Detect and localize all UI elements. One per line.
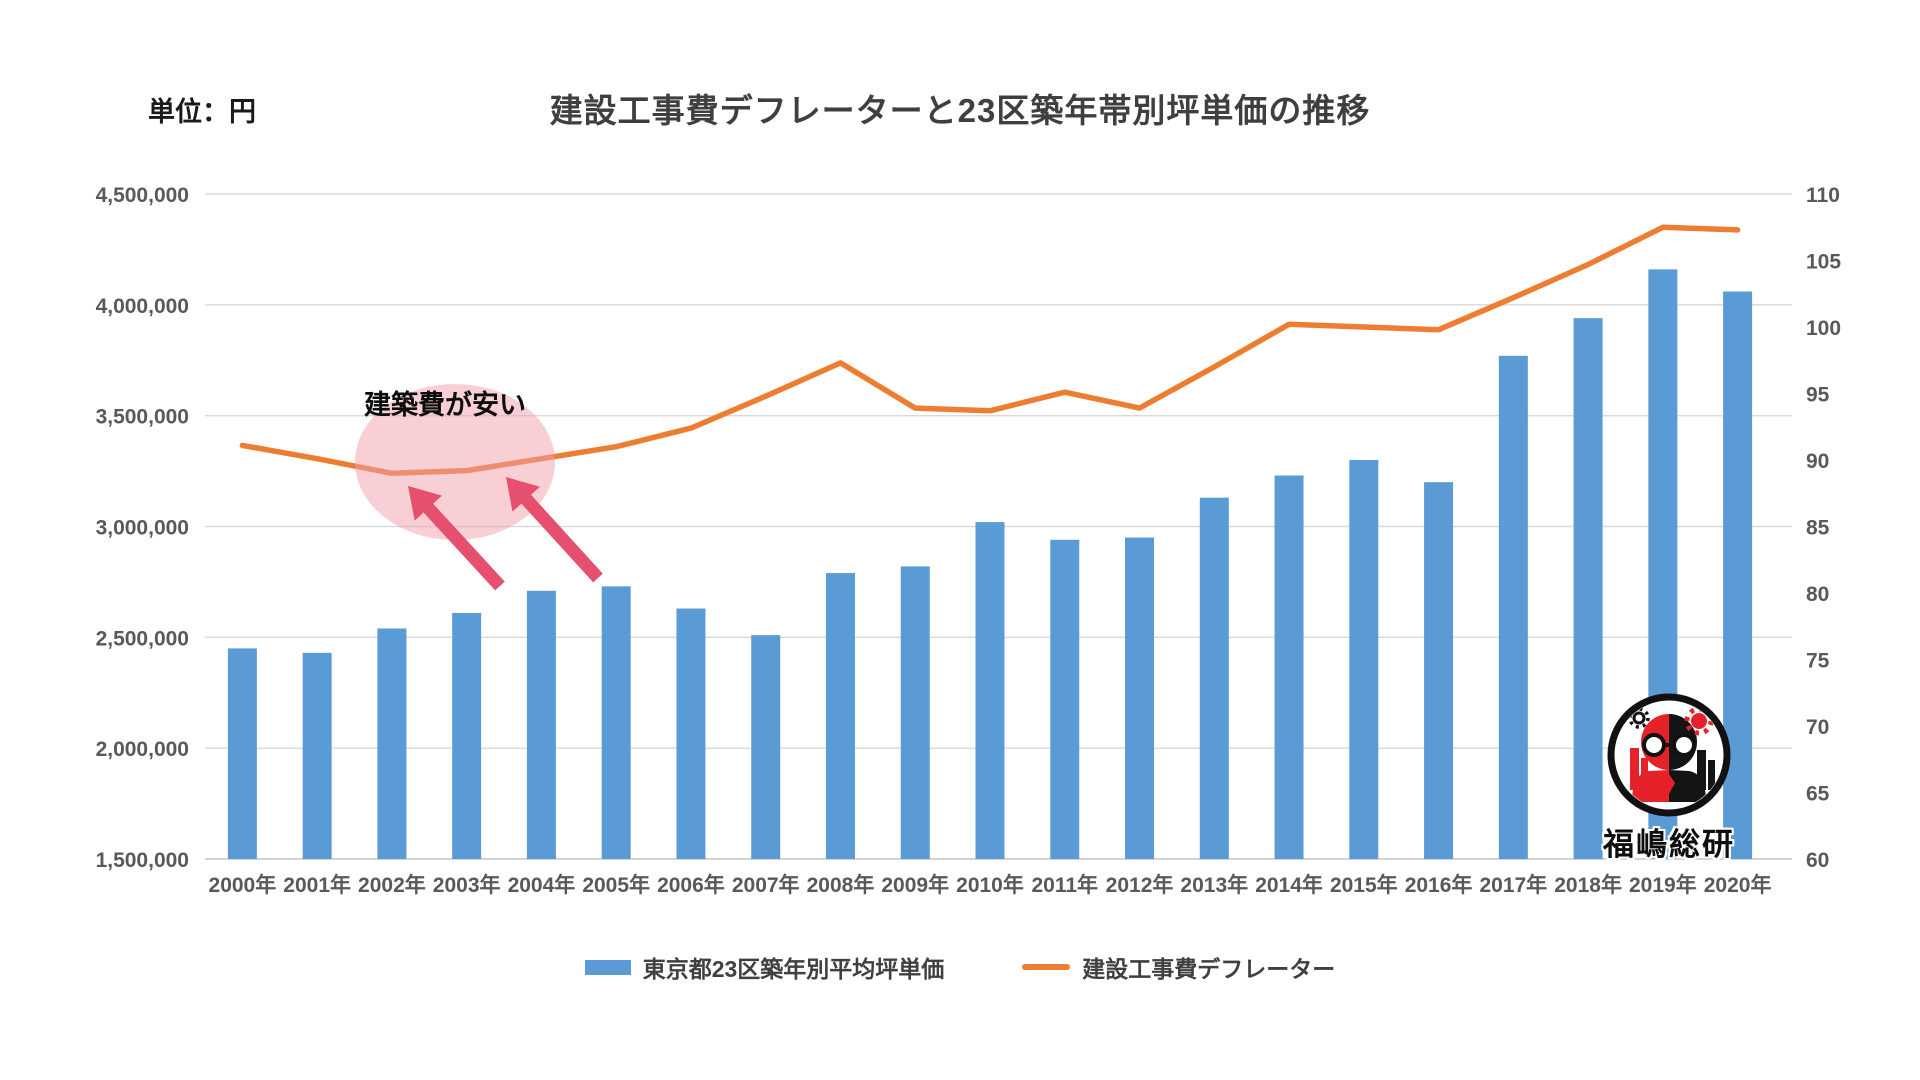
line-series-swatch bbox=[1022, 964, 1071, 970]
left-axis-tick: 4,500,000 bbox=[96, 184, 189, 207]
line-series-label: 建設工事費デフレーター bbox=[1082, 956, 1336, 982]
x-axis-tick: 2010年 bbox=[956, 873, 1024, 897]
annotation-arrow bbox=[408, 486, 505, 591]
right-axis-tick: 85 bbox=[1806, 517, 1830, 540]
bar-2017年 bbox=[1498, 355, 1528, 859]
right-axis-tick: 60 bbox=[1806, 849, 1829, 872]
x-axis-tick: 2015年 bbox=[1330, 873, 1398, 897]
bar-2006年 bbox=[676, 608, 706, 859]
bar-2004年 bbox=[526, 590, 556, 859]
bar-2014年 bbox=[1274, 475, 1304, 859]
left-axis-tick: 4,000,000 bbox=[96, 295, 189, 318]
x-axis-tick: 2017年 bbox=[1479, 873, 1547, 897]
annotation-label: 建築費が安い bbox=[364, 390, 526, 420]
annotation-arrow bbox=[506, 477, 603, 583]
bar-2007年 bbox=[751, 635, 781, 859]
bar-2002年 bbox=[377, 628, 407, 859]
x-axis-tick: 2013年 bbox=[1180, 873, 1248, 897]
x-axis-tick: 2005年 bbox=[582, 873, 650, 897]
x-axis-tick: 2002年 bbox=[358, 873, 426, 897]
right-axis-tick: 95 bbox=[1806, 384, 1830, 407]
x-axis-tick: 2007年 bbox=[732, 873, 800, 897]
bar-2005年 bbox=[601, 586, 631, 859]
page-title: 建設工事費デフレーターと23区築年帯別坪単価の推移 bbox=[549, 92, 1371, 129]
highlight-ellipse bbox=[355, 384, 555, 540]
bar-2012年 bbox=[1125, 537, 1155, 859]
x-axis-tick: 2012年 bbox=[1106, 873, 1174, 897]
right-axis-tick: 105 bbox=[1806, 251, 1841, 274]
x-axis-tick: 2004年 bbox=[508, 873, 576, 897]
left-axis-tick: 1,500,000 bbox=[96, 849, 189, 872]
x-axis-tick: 2011年 bbox=[1031, 873, 1098, 897]
right-axis-tick: 65 bbox=[1806, 783, 1830, 806]
bar-2011年 bbox=[1050, 539, 1080, 859]
legend-item-bar-series: 東京都23区築年別平均坪単価 bbox=[584, 950, 945, 984]
company-logo-icon bbox=[1607, 693, 1731, 817]
chart-legend: 東京都23区築年別平均坪単価 建設工事費デフレーター bbox=[0, 950, 1920, 984]
left-axis-tick: 2,000,000 bbox=[96, 738, 189, 761]
x-axis-tick: 2001年 bbox=[283, 873, 351, 897]
company-logo: 福嶋総研 bbox=[1601, 690, 1737, 864]
x-axis-tick: 2006年 bbox=[657, 873, 725, 897]
bar-2013年 bbox=[1199, 497, 1229, 859]
x-axis-tick: 2008年 bbox=[807, 873, 875, 897]
x-axis-tick: 2000年 bbox=[209, 873, 277, 897]
x-axis-tick: 2020年 bbox=[1704, 873, 1772, 897]
right-axis-tick: 110 bbox=[1806, 184, 1840, 207]
bar-2015年 bbox=[1349, 460, 1379, 859]
x-axis-tick: 2009年 bbox=[881, 873, 949, 897]
bar-series-label: 東京都23区築年別平均坪単価 bbox=[642, 956, 945, 982]
bar-2018年 bbox=[1573, 318, 1603, 860]
right-axis-tick: 75 bbox=[1806, 650, 1830, 673]
x-axis-tick: 2019年 bbox=[1629, 873, 1697, 897]
left-axis-tick: 3,000,000 bbox=[96, 517, 189, 540]
bar-2010年 bbox=[975, 522, 1005, 859]
right-axis-tick: 90 bbox=[1806, 450, 1829, 473]
company-logo-text: 福嶋総研 bbox=[1603, 827, 1735, 862]
left-axis-tick: 3,500,000 bbox=[96, 406, 189, 429]
right-axis-tick: 70 bbox=[1806, 716, 1829, 739]
bar-series-swatch bbox=[584, 959, 631, 975]
bar-2003年 bbox=[452, 612, 482, 859]
x-axis-tick: 2018年 bbox=[1554, 873, 1622, 897]
x-axis-tick: 2016年 bbox=[1405, 873, 1473, 897]
bar-2016年 bbox=[1424, 482, 1454, 859]
x-axis-tick: 2014年 bbox=[1255, 873, 1323, 897]
legend-item-line-series: 建設工事費デフレーター bbox=[1022, 950, 1335, 984]
bar-2001年 bbox=[302, 652, 332, 859]
left-axis-tick: 2,500,000 bbox=[96, 627, 189, 650]
bar-2000年 bbox=[227, 648, 257, 859]
right-axis-tick: 80 bbox=[1806, 583, 1829, 606]
x-axis-tick: 2003年 bbox=[433, 873, 501, 897]
unit-label: 単位：円 bbox=[148, 97, 256, 127]
bar-2008年 bbox=[825, 573, 855, 859]
right-axis-tick: 100 bbox=[1806, 317, 1841, 340]
bar-2009年 bbox=[900, 566, 930, 859]
